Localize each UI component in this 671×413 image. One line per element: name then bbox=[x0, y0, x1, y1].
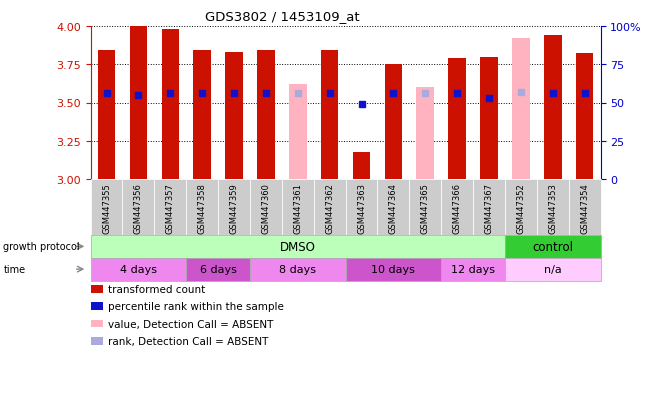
Text: 10 days: 10 days bbox=[372, 264, 415, 275]
Bar bbox=[98, 51, 115, 180]
Text: transformed count: transformed count bbox=[108, 284, 205, 294]
Text: GSM447362: GSM447362 bbox=[325, 183, 334, 233]
Text: GSM447365: GSM447365 bbox=[421, 183, 429, 233]
Text: rank, Detection Call = ABSENT: rank, Detection Call = ABSENT bbox=[108, 336, 268, 346]
Text: GSM447359: GSM447359 bbox=[229, 183, 238, 233]
Text: GSM447356: GSM447356 bbox=[134, 183, 143, 233]
Bar bbox=[480, 57, 498, 180]
Text: control: control bbox=[532, 240, 573, 253]
Text: GSM447355: GSM447355 bbox=[102, 183, 111, 233]
Bar bbox=[448, 59, 466, 180]
Bar bbox=[384, 65, 402, 180]
Bar bbox=[193, 51, 211, 180]
Text: GSM447357: GSM447357 bbox=[166, 183, 174, 233]
Bar bbox=[321, 51, 338, 180]
Text: 6 days: 6 days bbox=[200, 264, 236, 275]
Text: 8 days: 8 days bbox=[279, 264, 316, 275]
Text: value, Detection Call = ABSENT: value, Detection Call = ABSENT bbox=[108, 319, 273, 329]
Bar bbox=[353, 152, 370, 180]
Text: 12 days: 12 days bbox=[451, 264, 495, 275]
Text: DMSO: DMSO bbox=[280, 240, 315, 253]
Bar bbox=[544, 36, 562, 180]
Text: GSM447358: GSM447358 bbox=[198, 183, 207, 233]
Text: GSM447352: GSM447352 bbox=[517, 183, 525, 233]
Bar bbox=[162, 30, 179, 180]
Text: GSM447360: GSM447360 bbox=[262, 183, 270, 233]
Text: time: time bbox=[3, 264, 25, 275]
Text: n/a: n/a bbox=[544, 264, 562, 275]
Text: GSM447367: GSM447367 bbox=[484, 183, 493, 233]
Bar bbox=[289, 85, 307, 180]
Bar bbox=[512, 39, 529, 180]
Text: GSM447363: GSM447363 bbox=[357, 183, 366, 233]
Bar bbox=[576, 55, 593, 180]
Text: GSM447366: GSM447366 bbox=[453, 183, 462, 233]
Text: GSM447361: GSM447361 bbox=[293, 183, 302, 233]
Bar bbox=[257, 51, 274, 180]
Text: GSM447353: GSM447353 bbox=[548, 183, 557, 233]
Text: 4 days: 4 days bbox=[120, 264, 157, 275]
Bar bbox=[225, 53, 243, 180]
Text: GSM447364: GSM447364 bbox=[389, 183, 398, 233]
Bar bbox=[130, 27, 147, 180]
Bar bbox=[417, 88, 434, 180]
Text: GDS3802 / 1453109_at: GDS3802 / 1453109_at bbox=[205, 10, 359, 23]
Text: GSM447354: GSM447354 bbox=[580, 183, 589, 233]
Text: percentile rank within the sample: percentile rank within the sample bbox=[108, 301, 284, 311]
Text: growth protocol: growth protocol bbox=[3, 242, 80, 252]
